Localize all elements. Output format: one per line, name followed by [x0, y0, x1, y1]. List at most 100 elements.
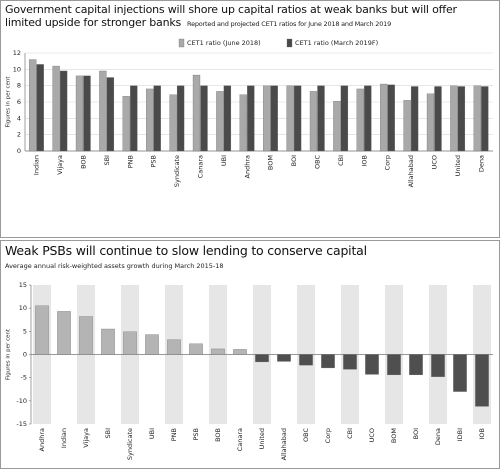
bar: [247, 85, 255, 152]
x-tick-label: Andhra: [243, 155, 251, 178]
x-tick-label: PSB: [150, 155, 158, 168]
bar: [333, 101, 341, 152]
chart-subtitle: Average annual risk-weighted assets grow…: [5, 262, 224, 270]
y-tick-label: 12: [13, 49, 21, 57]
bar: [169, 94, 177, 152]
y-tick-label: -5: [21, 374, 27, 382]
bar: [453, 354, 467, 392]
legend-label: CET1 ratio (March 2019F): [295, 39, 378, 47]
y-axis-label: Figures in per cent: [6, 76, 12, 128]
bar: [431, 354, 445, 377]
bar: [200, 85, 208, 152]
bar: [99, 70, 107, 152]
bar: [457, 86, 466, 152]
bar: [481, 86, 489, 152]
y-tick-label: 8: [17, 82, 21, 90]
legend-swatch: [178, 38, 185, 48]
bar: [409, 354, 423, 376]
x-tick-label: BOI: [412, 428, 420, 439]
bar: [317, 85, 325, 152]
bar: [343, 354, 357, 370]
bar: [434, 86, 442, 152]
bar: [167, 339, 181, 355]
bar: [450, 85, 458, 152]
bar: [29, 59, 37, 152]
bar: [403, 100, 411, 152]
x-tick-label: United: [258, 428, 266, 449]
x-tick-label: Vijaya: [56, 155, 64, 175]
bar: [387, 84, 395, 152]
bar: [473, 85, 481, 152]
chart-title: Government capital injections will shore…: [5, 3, 457, 29]
bar: [365, 354, 379, 375]
bar: [475, 354, 489, 407]
x-tick-label: Syndicate: [173, 155, 181, 187]
chart-title-block: Government capital injections will shore…: [5, 3, 495, 31]
bar: [309, 91, 318, 152]
bar: [239, 94, 247, 152]
bar: [35, 305, 49, 355]
bar: [380, 83, 388, 152]
legend-swatch: [286, 38, 293, 48]
x-tick-label: CBI: [346, 428, 354, 439]
chart-panel: 0 2 4 6 8 10 12 Figures in per cent Indian Vijaya…: [0, 0, 500, 238]
x-tick-label: UCO: [431, 155, 439, 169]
bar: [216, 91, 224, 152]
bar: [387, 354, 401, 376]
x-tick-label: SBI: [104, 428, 112, 439]
x-tick-label: Corp: [384, 155, 392, 170]
x-tick-label: Vijaya: [82, 428, 90, 448]
x-tick-label: PSB: [192, 428, 200, 441]
chart: 15 10 5 0 -5 -10 -15 Figures in per cent Andhra I…: [6, 281, 493, 460]
x-tick-label: Syndicate: [126, 428, 134, 460]
y-tick-label: 6: [17, 98, 21, 106]
x-tick-label: Corp: [324, 428, 332, 443]
x-tick-label: IOB: [360, 155, 368, 167]
bar: [146, 88, 154, 152]
bar: [270, 85, 278, 152]
y-tick-label: 0: [17, 147, 21, 155]
chart-subtitle: Reported and projected CET1 ratios for J…: [187, 20, 392, 28]
bar: [123, 331, 137, 355]
bar: [263, 85, 271, 152]
x-tick-label: OBC: [302, 428, 310, 442]
y-tick-label: -15: [16, 420, 27, 428]
bar: [57, 311, 71, 355]
y-tick-label: 5: [23, 327, 27, 335]
x-tick-label: PNB: [126, 155, 134, 168]
chart-title: Weak PSBs will continue to slow lending …: [5, 243, 367, 258]
bar: [79, 316, 93, 355]
bar: [299, 354, 313, 366]
y-tick-label: 0: [23, 351, 27, 359]
bar: [277, 354, 291, 362]
x-tick-label: Dena: [434, 428, 442, 445]
bar: [223, 85, 232, 152]
y-tick-label: 15: [19, 281, 27, 289]
x-tick-label: CBI: [337, 155, 345, 166]
legend-label: CET1 ratio (June 2018): [187, 39, 261, 47]
bar: [233, 349, 247, 355]
bar: [101, 328, 115, 355]
x-tick-label: United: [454, 155, 462, 176]
bar: [211, 348, 225, 355]
bar: [122, 96, 130, 152]
x-tick-label: BOI: [290, 155, 298, 166]
y-tick-label: 2: [17, 131, 21, 139]
x-tick-label: UCO: [368, 428, 376, 442]
bar: [426, 93, 435, 152]
x-tick-label: UBI: [148, 428, 156, 439]
bar: [59, 70, 68, 152]
x-tick-label: Allahabad: [407, 155, 415, 187]
bar: [340, 85, 349, 152]
bar: [106, 77, 115, 152]
y-tick-label: 10: [13, 65, 21, 73]
bar: [286, 85, 294, 152]
bar: [293, 85, 302, 152]
x-tick-label: Andhra: [38, 428, 46, 451]
bar: [52, 65, 60, 152]
x-tick-label: Canara: [236, 428, 244, 451]
y-axis-label: Figures in per cent: [6, 328, 12, 380]
bar: [83, 75, 91, 152]
bar: [75, 75, 84, 152]
